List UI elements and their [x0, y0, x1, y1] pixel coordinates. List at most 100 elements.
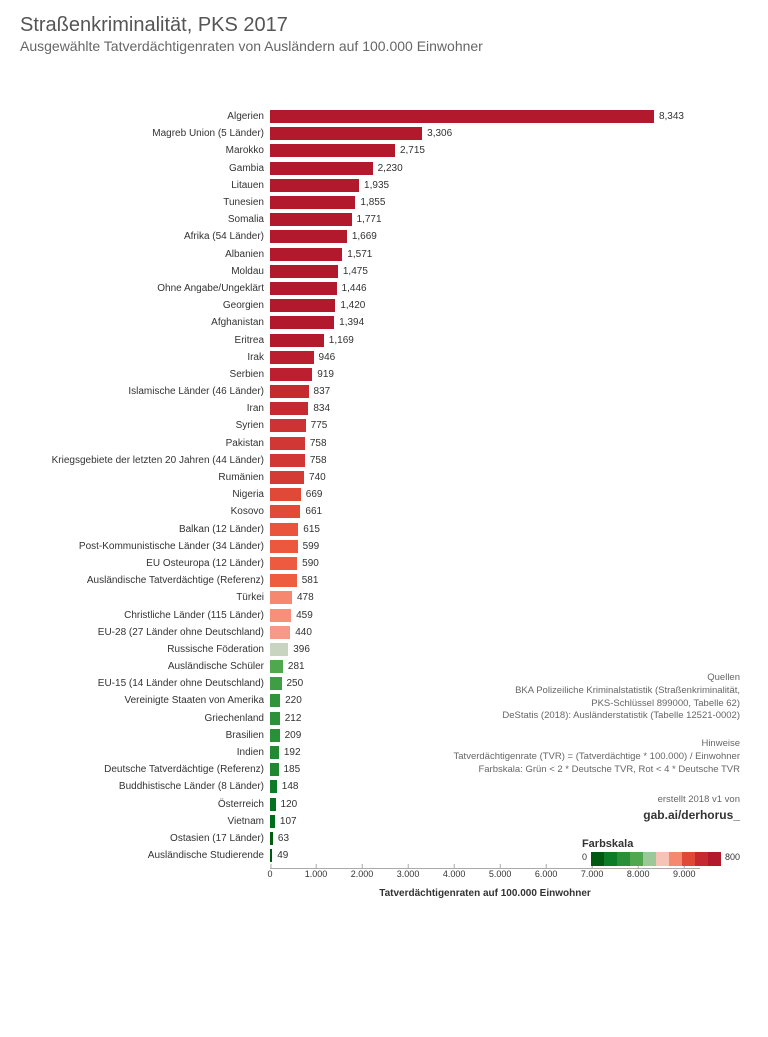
bar — [270, 368, 312, 381]
bar-value: 2,715 — [400, 145, 425, 156]
bar-row: Albanien1,571 — [0, 246, 768, 263]
x-tick: 5.000 — [489, 869, 512, 879]
bar-value: 3,306 — [427, 128, 452, 139]
notes-credit: erstellt 2018 v1 von gab.ai/derhorus_ — [643, 794, 740, 823]
bar-value: 669 — [306, 489, 323, 500]
x-tick: 7.000 — [581, 869, 604, 879]
bar-value: 615 — [303, 524, 320, 535]
bar-track: 120 — [270, 796, 700, 813]
bar-label: Moldau — [0, 266, 270, 277]
bar-label: EU-15 (14 Länder ohne Deutschland) — [0, 678, 270, 689]
bar-value: 192 — [284, 747, 301, 758]
bar-label: Ostasien (17 Länder) — [0, 833, 270, 844]
bar-track: 758 — [270, 452, 700, 469]
bar-value: 212 — [285, 713, 302, 724]
bar-label: Syrien — [0, 420, 270, 431]
colorscale-segment — [643, 852, 656, 866]
colorscale-segment — [708, 852, 721, 866]
bar-value: 8,343 — [659, 111, 684, 122]
bar — [270, 677, 282, 690]
bar-value: 1,669 — [352, 231, 377, 242]
bar-label: Christliche Länder (115 Länder) — [0, 610, 270, 621]
bar-value: 1,169 — [329, 335, 354, 346]
bar-label: Ausländische Studierende — [0, 850, 270, 861]
bar — [270, 746, 279, 759]
bar-row: Buddhistische Länder (8 Länder)148 — [0, 778, 768, 795]
bar-value: 63 — [278, 833, 289, 844]
brand-line: gab.ai/derhorus_ — [643, 807, 740, 823]
bar — [270, 505, 300, 518]
colorscale-segment — [617, 852, 630, 866]
x-axis-label: Tatverdächtigenraten auf 100.000 Einwohn… — [270, 888, 700, 899]
bar-value: 1,571 — [347, 249, 372, 260]
bar-row: Tunesien1,855 — [0, 194, 768, 211]
hinweise-line: Tatverdächtigenrate (TVR) = (Tatverdächt… — [454, 751, 740, 764]
bar-label: Litauen — [0, 180, 270, 191]
bar-label: Vietnam — [0, 816, 270, 827]
bar-track: 396 — [270, 641, 700, 658]
colorscale: Farbskala 0 800 — [582, 838, 740, 866]
bar-track: 440 — [270, 624, 700, 641]
bar-track: 946 — [270, 349, 700, 366]
bar-value: 459 — [296, 610, 313, 621]
bar-row: Christliche Länder (115 Länder) 459 — [0, 606, 768, 623]
bar — [270, 591, 292, 604]
bar-track: 919 — [270, 366, 700, 383]
bar-label: Deutsche Tatverdächtige (Referenz) — [0, 764, 270, 775]
bar-label: Marokko — [0, 145, 270, 156]
quellen-line: DeStatis (2018): Ausländerstatistik (Tab… — [502, 710, 740, 723]
bar-row: Islamische Länder (46 Länder)837 — [0, 383, 768, 400]
bar-value: 209 — [285, 730, 302, 741]
bar-value: 590 — [302, 558, 319, 569]
bar-track: 478 — [270, 589, 700, 606]
bar-value: 1,446 — [342, 283, 367, 294]
bar — [270, 419, 306, 432]
bar-label: Kosovo — [0, 506, 270, 517]
bar — [270, 351, 314, 364]
bar-row: Türkei478 — [0, 589, 768, 606]
bar-row: Post-Kommunistische Länder (34 Länder)59… — [0, 538, 768, 555]
bar-label: Brasilien — [0, 730, 270, 741]
bar-value: 834 — [313, 403, 330, 414]
bar-value: 837 — [314, 386, 331, 397]
bar — [270, 488, 301, 501]
bar-track: 1,420 — [270, 297, 700, 314]
bar-value: 1,420 — [340, 300, 365, 311]
colorscale-min: 0 — [582, 852, 587, 862]
bar-track: 1,855 — [270, 194, 700, 211]
bar — [270, 712, 280, 725]
bar — [270, 660, 283, 673]
bar-row: Kriegsgebiete der letzten 20 Jahren (44 … — [0, 452, 768, 469]
bar-row: EU-28 (27 Länder ohne Deutschland)440 — [0, 624, 768, 641]
x-tick: 2.000 — [351, 869, 374, 879]
colorscale-max: 800 — [725, 852, 740, 862]
bar-label: Georgien — [0, 300, 270, 311]
bar-label: Nigeria — [0, 489, 270, 500]
bar-label: Pakistan — [0, 438, 270, 449]
bar-value: 581 — [302, 575, 319, 586]
bar-label: Afrika (54 Länder) — [0, 231, 270, 242]
bar-label: Russische Föderation — [0, 644, 270, 655]
bar — [270, 643, 288, 656]
bar-value: 919 — [317, 369, 334, 380]
bar-value: 396 — [293, 644, 310, 655]
bar — [270, 282, 337, 295]
bar-label: Tunesien — [0, 197, 270, 208]
hinweise-title: Hinweise — [454, 738, 740, 751]
bar-row: Balkan (12 Länder)615 — [0, 521, 768, 538]
bar-label: Österreich — [0, 799, 270, 810]
bar-row: Eritrea1,169 — [0, 331, 768, 348]
bar-value: 599 — [303, 541, 320, 552]
notes-quellen: Quellen BKA Polizeiliche Kriminalstatist… — [502, 672, 740, 723]
colorscale-segment — [591, 852, 604, 866]
bar — [270, 798, 276, 811]
bar-row: Nigeria 669 — [0, 486, 768, 503]
bar-track: 2,230 — [270, 160, 700, 177]
bar-track: 3,306 — [270, 125, 700, 142]
colorscale-segment — [630, 852, 643, 866]
colorscale-segment — [695, 852, 708, 866]
bar-track: 1,669 — [270, 228, 700, 245]
bar-row: Afghanistan1,394 — [0, 314, 768, 331]
quellen-title: Quellen — [502, 672, 740, 685]
bar-value: 120 — [281, 799, 298, 810]
